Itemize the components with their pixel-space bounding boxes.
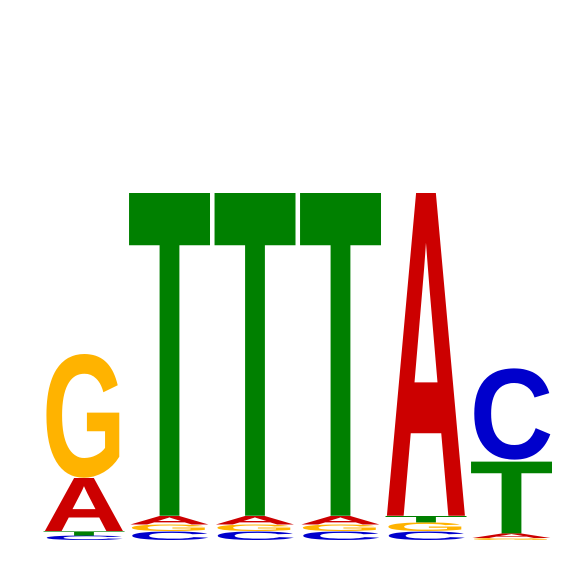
logo-letter-T-pos1: T xyxy=(42,530,126,537)
logo-letter-G-pos6: G xyxy=(470,537,554,540)
logo-letter-T-pos4: T xyxy=(299,92,383,566)
logo-letter-C-pos6: C xyxy=(470,342,554,486)
logo-letter-C-pos3: C xyxy=(213,529,297,543)
logo-letter-G-pos1: G xyxy=(42,318,126,513)
logo-letter-T-pos2: T xyxy=(128,92,212,566)
logo-letter-A-pos3: A xyxy=(213,513,297,527)
logo-letter-T-pos6: T xyxy=(470,439,554,555)
logo-letter-A-pos2: A xyxy=(128,513,212,527)
logo-letter-G-pos2: G xyxy=(128,523,212,533)
logo-letter-G-pos3: G xyxy=(213,523,297,533)
logo-letter-C-pos5: C xyxy=(384,529,468,543)
logo-letter-A-pos1: A xyxy=(42,462,126,548)
logo-letter-G-pos4: G xyxy=(299,523,383,533)
logo-letter-T-pos3: T xyxy=(213,92,297,566)
logo-letter-C-pos1: C xyxy=(42,534,126,541)
logo-letter-A-pos4: A xyxy=(299,513,383,527)
logo-letter-A-pos6: A xyxy=(470,532,554,539)
logo-letter-C-pos4: C xyxy=(299,529,383,543)
logo-letter-C-pos2: C xyxy=(128,529,212,543)
logo-letter-A-pos5: A xyxy=(384,93,468,566)
logo-letter-G-pos5: G xyxy=(384,520,468,534)
logo-letter-T-pos5: T xyxy=(384,514,468,524)
